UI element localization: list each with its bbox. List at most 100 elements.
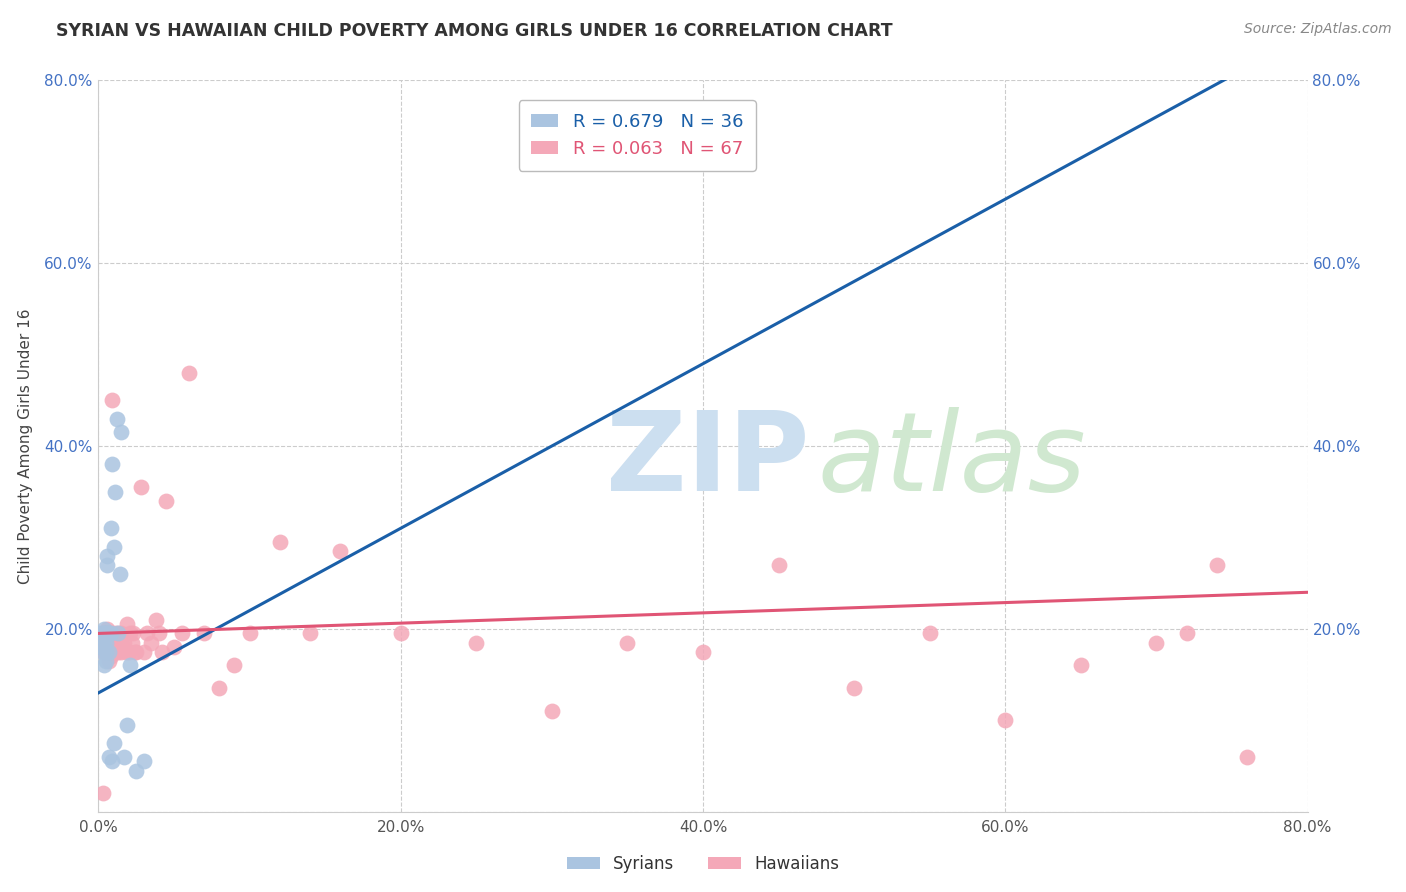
Point [93,645,115,659]
Point [110,425,132,440]
Point [90,635,112,649]
Point [101,640,124,655]
Legend: Syrians, Hawaiians: Syrians, Hawaiians [560,848,846,880]
Point [994,714,1017,728]
Text: atlas: atlas [818,407,1087,514]
Point [269,535,291,549]
Point [132,755,155,769]
Point [115,718,138,732]
Point [208,681,231,696]
Point [94,654,117,668]
Point [107,626,129,640]
Point [122,626,145,640]
Point [101,755,124,769]
Point [148,626,170,640]
Point [155,493,177,508]
Point [94,626,117,640]
Point [103,736,125,750]
Point [110,626,132,640]
Point [108,567,131,582]
Point [124,645,146,659]
Point [90,640,112,655]
Point [93,626,115,640]
Point [94,645,117,659]
Point [96,626,118,640]
Point [692,645,714,659]
Point [89,626,111,640]
Point [170,626,193,640]
Point [145,613,167,627]
Point [104,484,127,499]
Point [114,645,136,659]
Point [100,626,122,640]
Point [94,645,117,659]
Point [96,549,118,563]
Point [135,626,157,640]
Point [844,681,866,696]
Point [150,645,173,659]
Point [90,631,112,645]
Point [179,366,201,380]
Point [118,645,141,659]
Point [100,521,122,535]
Point [112,635,135,649]
Point [129,480,152,494]
Point [101,458,124,472]
Text: SYRIAN VS HAWAIIAN CHILD POVERTY AMONG GIRLS UNDER 16 CORRELATION CHART: SYRIAN VS HAWAIIAN CHILD POVERTY AMONG G… [56,22,893,40]
Point [91,787,114,801]
Point [224,658,246,673]
Point [1236,749,1258,764]
Point [98,645,121,659]
Point [389,626,412,640]
Point [768,558,790,572]
Point [100,649,122,664]
Point [107,626,129,640]
Point [112,749,135,764]
Point [540,704,562,718]
Point [96,635,118,649]
Point [108,635,131,649]
Point [299,626,322,640]
Point [121,635,143,649]
Point [98,645,121,659]
Point [98,626,121,640]
Point [103,645,125,659]
Point [1175,626,1198,640]
Legend: R = 0.679   N = 36, R = 0.063   N = 67: R = 0.679 N = 36, R = 0.063 N = 67 [519,100,756,170]
Point [91,635,114,649]
Point [918,626,941,640]
Point [96,558,118,572]
Point [98,635,121,649]
Point [329,544,352,558]
Point [465,635,488,649]
Point [93,622,115,636]
Point [94,631,117,645]
Point [193,626,215,640]
Point [141,635,163,649]
Point [105,635,128,649]
Point [98,749,121,764]
Point [115,617,138,632]
Point [120,626,142,640]
Point [94,635,117,649]
Point [93,626,115,640]
Point [93,635,115,649]
Point [111,640,134,655]
Point [132,645,155,659]
Point [103,631,125,645]
Point [125,645,148,659]
Point [120,658,142,673]
Point [105,411,128,425]
Point [107,645,129,659]
Point [110,645,132,659]
Point [163,640,186,655]
Point [100,626,122,640]
Point [104,640,127,655]
Point [103,540,125,554]
Point [96,622,118,636]
Point [93,658,115,673]
Point [98,654,121,668]
Point [239,626,262,640]
Text: ZIP: ZIP [606,407,810,514]
Point [125,764,148,778]
